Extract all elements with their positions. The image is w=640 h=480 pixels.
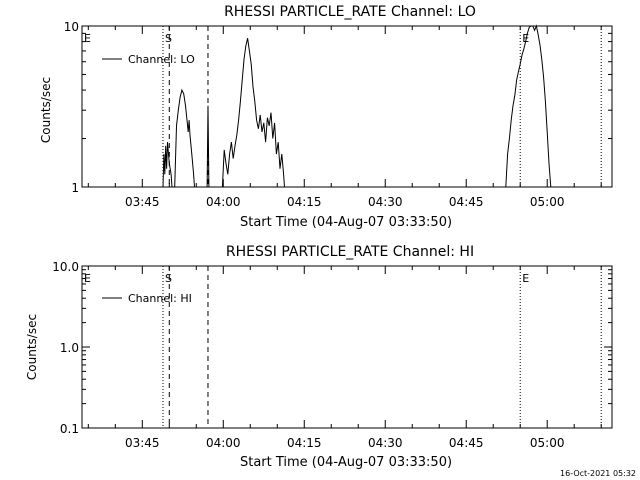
event-marker-label: E bbox=[522, 272, 529, 285]
x-tick-label: 04:30 bbox=[368, 436, 403, 450]
legend-label: Channel: LO bbox=[128, 53, 195, 66]
y-tick-label: 10 bbox=[64, 20, 79, 34]
x-tick-label: 04:00 bbox=[206, 436, 241, 450]
x-axis-label: Start Time (04-Aug-07 03:33:50) bbox=[240, 215, 452, 230]
x-tick-label: 05:00 bbox=[530, 195, 565, 209]
chart-panel-hi: RHESSI PARTICLE_RATE Channel: HI Counts/… bbox=[25, 244, 613, 470]
y-tick-label: 10.0 bbox=[52, 260, 79, 274]
x-axis-label: Start Time (04-Aug-07 03:33:50) bbox=[240, 455, 452, 470]
plot-frame bbox=[81, 265, 613, 429]
series-line bbox=[505, 24, 552, 188]
x-tick-label: 04:45 bbox=[449, 436, 484, 450]
x-tick-label: 04:15 bbox=[287, 195, 322, 209]
legend-label: Channel: HI bbox=[128, 292, 192, 305]
y-axis-label: Counts/sec bbox=[25, 314, 39, 380]
x-tick-label: 04:45 bbox=[449, 195, 484, 209]
event-marker-label: E bbox=[84, 32, 91, 45]
x-tick-label: 03:45 bbox=[125, 436, 160, 450]
series-line bbox=[221, 38, 285, 188]
x-tick-label: 04:15 bbox=[287, 436, 322, 450]
x-tick-label: 03:45 bbox=[125, 195, 160, 209]
series-line bbox=[174, 88, 195, 188]
y-tick-label: 0.1 bbox=[60, 422, 79, 436]
series-line bbox=[206, 105, 210, 188]
series-line bbox=[162, 142, 173, 188]
x-tick-label: 04:00 bbox=[206, 195, 241, 209]
y-tick-label: 1.0 bbox=[60, 341, 79, 355]
chart-title: RHESSI PARTICLE_RATE Channel: LO bbox=[224, 4, 476, 20]
x-tick-label: 05:00 bbox=[530, 436, 565, 450]
event-marker-label: S bbox=[165, 272, 172, 285]
footer-timestamp: 16-Oct-2021 05:32 bbox=[560, 469, 636, 478]
y-tick-label: 1 bbox=[71, 181, 79, 195]
event-marker-label: S bbox=[165, 32, 172, 45]
x-tick-label: 04:30 bbox=[368, 195, 403, 209]
plot-frame bbox=[81, 25, 613, 188]
y-axis-label: Counts/sec bbox=[39, 77, 53, 143]
chart-panel-lo: RHESSI PARTICLE_RATE Channel: LO Counts/… bbox=[39, 4, 613, 230]
event-marker-label: E bbox=[522, 32, 529, 45]
chart-title: RHESSI PARTICLE_RATE Channel: HI bbox=[226, 244, 474, 260]
event-marker-label: E bbox=[84, 272, 91, 285]
